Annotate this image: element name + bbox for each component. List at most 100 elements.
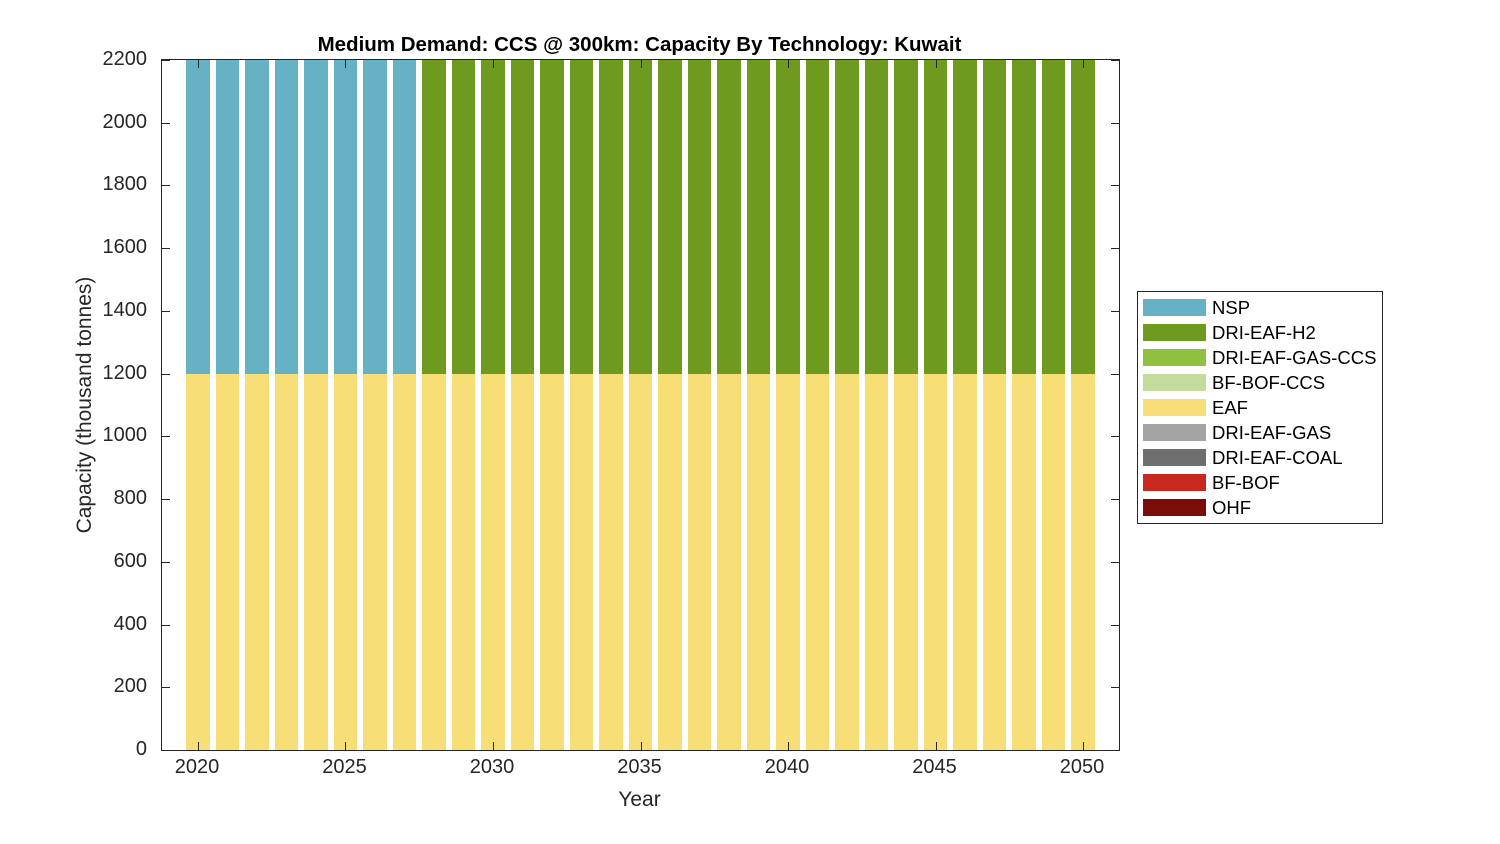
- bar-segment-NSP-2021: [215, 60, 240, 374]
- y-tick-left-1800: [162, 185, 170, 187]
- y-tick-right-600: [1111, 561, 1119, 563]
- x-tick-label-2050: 2050: [1059, 756, 1105, 778]
- bar-segment-NSP-2026: [363, 60, 387, 374]
- x-tick-label-2035: 2035: [617, 756, 662, 778]
- bar-segment-DRI-EAF-H2-2047: [982, 60, 1007, 374]
- legend-label: OHF: [1212, 496, 1252, 518]
- y-tick-right-200: [1111, 687, 1119, 689]
- bar-segment-EAF-2043: [864, 373, 889, 750]
- legend-item-DRI-EAF-GAS: DRI-EAF-GAS: [1138, 422, 1382, 444]
- bar-segment-EAF-2022: [245, 373, 269, 750]
- legend-label: BF-BOF-CCS: [1212, 371, 1326, 393]
- bar-segment-DRI-EAF-H2-2036: [658, 60, 682, 374]
- x-tick-label-2030: 2030: [469, 756, 515, 778]
- x-tick-top-2050: [1083, 60, 1084, 68]
- y-tick-left-1400: [162, 310, 170, 312]
- x-tick-top-2035: [640, 60, 642, 68]
- legend-item-BF-BOF-CCS: BF-BOF-CCS: [1138, 372, 1382, 394]
- legend-swatch-OHF: [1143, 499, 1206, 516]
- bar-segment-NSP-2024: [304, 60, 328, 374]
- legend-item-DRI-EAF-H2: DRI-EAF-H2: [1138, 322, 1382, 344]
- bar-segment-DRI-EAF-H2-2035: [628, 60, 653, 374]
- bar-segment-EAF-2034: [599, 373, 623, 750]
- y-tick-label-600: 600: [113, 549, 147, 572]
- x-tick-top-2045: [935, 60, 937, 68]
- bar-segment-EAF-2040: [776, 373, 800, 750]
- bar-segment-DRI-EAF-H2-2046: [953, 60, 977, 374]
- bar-segment-DRI-EAF-H2-2041: [805, 60, 830, 374]
- bar-segment-DRI-EAF-H2-2034: [599, 60, 623, 374]
- chart-title: Medium Demand: CCS @ 300km: Capacity By …: [317, 33, 962, 56]
- y-tick-label-2200: 2200: [102, 48, 148, 70]
- bar-segment-NSP-2025: [333, 60, 358, 374]
- bar-segment-DRI-EAF-H2-2032: [540, 60, 564, 374]
- bar-segment-EAF-2020: [186, 373, 210, 750]
- bar-segment-EAF-2039: [746, 373, 771, 750]
- legend: NSP DRI-EAF-H2 DRI-EAF-GAS-CCS BF-BOF-CCS EA…: [1137, 291, 1383, 524]
- bar-segment-NSP-2020: [186, 60, 210, 374]
- bar-segment-EAF-2026: [363, 373, 387, 750]
- bar-segment-EAF-2047: [982, 373, 1007, 750]
- x-tick-label-2020: 2020: [174, 756, 220, 778]
- x-tick-bottom-2025: [345, 742, 347, 750]
- bar-segment-DRI-EAF-H2-2037: [687, 60, 712, 374]
- bar-segment-EAF-2044: [894, 373, 918, 750]
- y-tick-right-2000: [1111, 122, 1119, 124]
- x-tick-top-2040: [788, 60, 789, 68]
- bar-segment-DRI-EAF-H2-2042: [835, 60, 859, 374]
- bar-segment-EAF-2027: [392, 373, 417, 750]
- legend-label: DRI-EAF-COAL: [1212, 446, 1343, 468]
- bar-segment-EAF-2028: [422, 373, 446, 750]
- legend-swatch-EAF: [1143, 399, 1206, 416]
- legend-swatch-NSP: [1143, 299, 1206, 316]
- bar-segment-NSP-2027: [392, 60, 417, 374]
- bar-segment-DRI-EAF-H2-2030: [481, 60, 505, 374]
- legend-label: DRI-EAF-GAS: [1212, 421, 1332, 443]
- y-axis-label-text: Capacity (thousand tonnes): [73, 276, 96, 534]
- legend-swatch-DRI-EAF-H2: [1143, 324, 1206, 341]
- y-tick-label-200: 200: [113, 675, 147, 698]
- y-tick-right-1600: [1111, 248, 1119, 250]
- bars-layer: [162, 60, 1119, 750]
- x-tick-label-2045: 2045: [912, 756, 957, 778]
- y-tick-label-1400: 1400: [102, 298, 148, 321]
- bar-segment-DRI-EAF-H2-2050: [1071, 60, 1095, 374]
- bar-segment-DRI-EAF-H2-2038: [717, 60, 741, 374]
- y-tick-label-2000: 2000: [102, 110, 148, 133]
- legend-item-BF-BOF: BF-BOF: [1138, 472, 1382, 494]
- bar-segment-EAF-2037: [687, 373, 712, 750]
- bar-segment-EAF-2023: [274, 373, 299, 750]
- y-tick-left-1600: [162, 248, 170, 250]
- y-tick-right-2200: [1111, 60, 1119, 61]
- y-tick-right-800: [1111, 499, 1119, 501]
- bar-segment-DRI-EAF-H2-2039: [746, 60, 771, 374]
- bar-segment-DRI-EAF-H2-2028: [422, 60, 446, 374]
- y-tick-left-400: [162, 624, 170, 626]
- bar-segment-EAF-2046: [953, 373, 977, 750]
- bar-segment-DRI-EAF-H2-2049: [1041, 60, 1066, 374]
- legend-swatch-DRI-EAF-GAS-CCS: [1143, 349, 1206, 366]
- legend-label: BF-BOF: [1212, 471, 1280, 493]
- x-tick-bottom-2045: [935, 742, 937, 750]
- bar-segment-EAF-2033: [569, 373, 594, 750]
- legend-item-DRI-EAF-GAS-CCS: DRI-EAF-GAS-CCS: [1138, 347, 1382, 369]
- x-tick-label-2025: 2025: [322, 756, 367, 778]
- y-tick-left-0: [162, 750, 170, 751]
- y-tick-label-0: 0: [135, 738, 147, 760]
- legend-label: DRI-EAF-H2: [1212, 321, 1316, 343]
- y-tick-left-800: [162, 499, 170, 501]
- bar-segment-EAF-2049: [1041, 373, 1066, 750]
- bar-segment-EAF-2035: [628, 373, 653, 750]
- bar-segment-EAF-2021: [215, 373, 240, 750]
- x-tick-bottom-2030: [492, 742, 494, 750]
- y-tick-left-1200: [162, 373, 170, 375]
- bar-segment-EAF-2029: [451, 373, 476, 750]
- y-tick-right-1800: [1111, 185, 1119, 187]
- bar-segment-EAF-2045: [923, 373, 948, 750]
- y-tick-label-1800: 1800: [102, 173, 148, 196]
- y-tick-right-1200: [1111, 373, 1119, 375]
- x-tick-top-2030: [492, 60, 494, 68]
- bar-segment-EAF-2024: [304, 373, 328, 750]
- y-tick-label-1000: 1000: [102, 424, 148, 447]
